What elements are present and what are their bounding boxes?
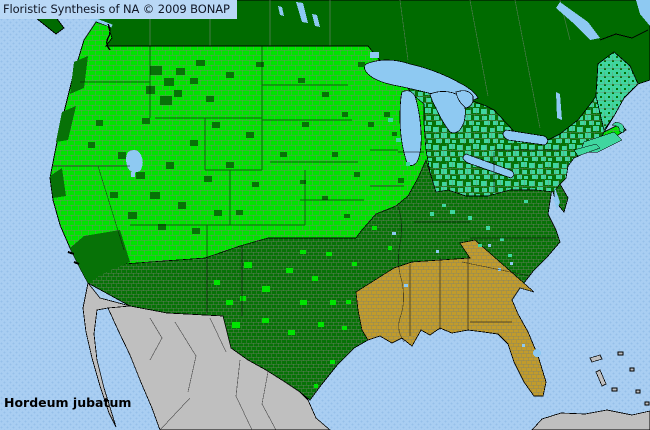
bahamas: [589, 351, 650, 406]
lake-okeechobee: [533, 349, 541, 357]
channel-islands: [67, 251, 80, 265]
region-great-lakes-and-northeast-us: [403, 51, 639, 197]
county-speckle-bright: [214, 226, 392, 388]
cape-cod: [611, 121, 625, 134]
lake-manitoba: [312, 14, 320, 27]
gulf-of-st-lawrence: [556, 2, 600, 40]
lake-michigan: [399, 90, 422, 166]
cuba: [531, 409, 650, 430]
region-gulf-coastal-southeast-us: [355, 239, 547, 397]
county-speckle-teal: [388, 118, 528, 257]
utah-lake: [131, 172, 135, 177]
maritimes-coast: [599, 29, 649, 41]
baja-california: [82, 282, 131, 428]
great-salt-lake: [126, 150, 143, 173]
lake-of-the-woods: [370, 52, 379, 58]
mississippi-river: [397, 205, 405, 343]
state-borders: [52, 46, 560, 336]
mexico-mainland: [107, 305, 331, 430]
region-mexico-and-caribbean: [82, 282, 650, 430]
lake-champlain: [556, 92, 562, 120]
lake-winnipeg: [296, 2, 308, 23]
long-island: [573, 143, 601, 157]
lake-ontario: [502, 129, 549, 146]
georgian-bay: [455, 90, 474, 109]
county-speckle-dark: [50, 56, 404, 283]
great-lakes: [85, 2, 562, 357]
atlantic-notch: [636, 0, 650, 26]
maine: [595, 51, 639, 131]
species-name-label: Hordeum jubatum: [4, 395, 132, 410]
lake-erie: [462, 153, 515, 179]
chesapeake-bay: [554, 188, 560, 211]
map-title: Floristic Synthesis of NA © 2009 BONAP: [0, 0, 237, 19]
